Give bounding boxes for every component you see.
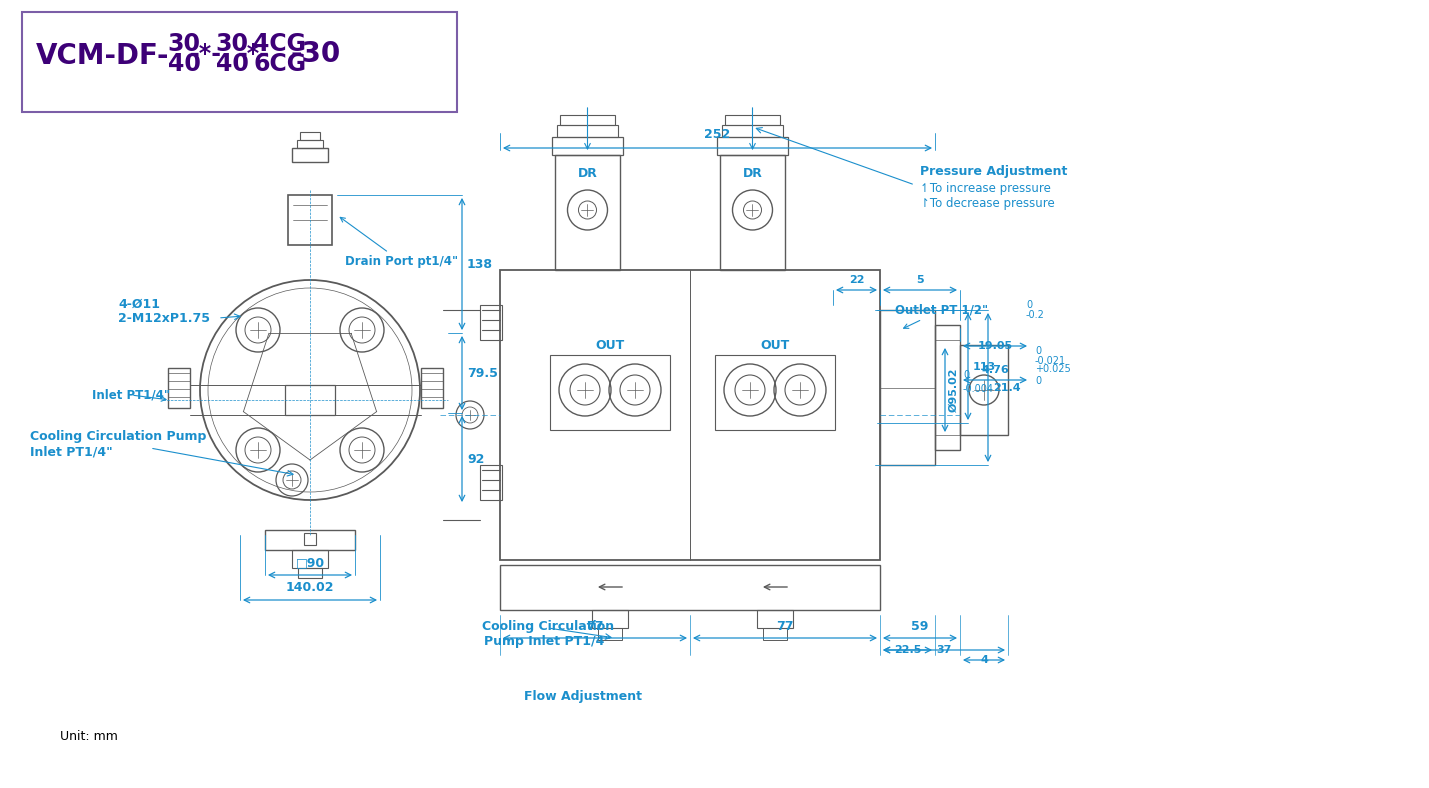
Text: 138: 138 — [467, 258, 493, 270]
Text: Drain Port pt1/4": Drain Port pt1/4" — [340, 217, 459, 269]
Bar — [297, 140, 323, 148]
Text: 19.05: 19.05 — [977, 341, 1013, 351]
Text: Inlet PT1/4": Inlet PT1/4" — [91, 388, 170, 402]
Text: -*-: -*- — [190, 42, 221, 66]
Text: 77: 77 — [586, 620, 603, 633]
Text: 4: 4 — [980, 655, 987, 665]
Text: 140.02: 140.02 — [286, 581, 334, 594]
Bar — [422, 368, 443, 408]
Text: 92: 92 — [467, 452, 484, 466]
Bar — [500, 565, 880, 610]
Text: Pump Inlet PT1/4": Pump Inlet PT1/4" — [484, 635, 612, 648]
Text: OUT: OUT — [760, 339, 790, 351]
Text: 5: 5 — [916, 275, 923, 285]
Text: Pressure Adjustment: Pressure Adjustment — [920, 165, 1067, 178]
Bar — [557, 125, 617, 137]
Bar — [722, 125, 783, 137]
Text: 4.76: 4.76 — [982, 365, 1009, 375]
Text: 30: 30 — [216, 32, 249, 56]
Bar — [597, 628, 622, 640]
Text: Flow Adjustment: Flow Adjustment — [524, 690, 642, 703]
Bar — [560, 115, 614, 125]
Text: Unit: mm: Unit: mm — [60, 730, 117, 743]
Text: Cooling Circulation Pump: Cooling Circulation Pump — [30, 430, 206, 443]
Text: 77: 77 — [776, 620, 793, 633]
Bar — [880, 310, 935, 465]
Bar — [292, 148, 329, 162]
Bar — [169, 368, 190, 408]
Text: ↿To increase pressure: ↿To increase pressure — [920, 182, 1050, 195]
Bar — [480, 305, 502, 340]
Text: 0: 0 — [1026, 300, 1032, 310]
Text: 30: 30 — [167, 32, 200, 56]
Text: Ø95.02: Ø95.02 — [949, 368, 959, 412]
Text: Outlet PT 1/2": Outlet PT 1/2" — [895, 303, 987, 329]
Text: 6CG: 6CG — [253, 52, 307, 76]
Text: 0: 0 — [963, 370, 969, 380]
Text: 40: 40 — [216, 52, 249, 76]
Bar — [300, 132, 320, 140]
Text: OUT: OUT — [596, 339, 624, 351]
Text: 252: 252 — [704, 128, 730, 141]
Bar — [264, 530, 354, 550]
Text: -30: -30 — [292, 40, 342, 68]
Bar — [757, 610, 793, 628]
Text: 21.4: 21.4 — [993, 382, 1020, 392]
Bar — [725, 115, 780, 125]
Bar — [552, 137, 623, 155]
Text: 2-M12xP1.75: 2-M12xP1.75 — [119, 312, 210, 325]
Text: VCM-DF-: VCM-DF- — [36, 42, 170, 70]
Text: 79.5: 79.5 — [467, 366, 497, 380]
Text: -0.021: -0.021 — [1035, 356, 1066, 366]
Bar — [21, 12, 457, 112]
Bar — [717, 137, 787, 155]
Bar — [292, 550, 329, 568]
Text: Inlet PT1/4": Inlet PT1/4" — [30, 445, 113, 458]
Bar — [500, 270, 880, 560]
Text: 4CG: 4CG — [253, 32, 306, 56]
Bar — [720, 155, 785, 270]
Text: Cooling Circulation: Cooling Circulation — [482, 620, 614, 633]
Text: 40: 40 — [167, 52, 200, 76]
Text: +0.025: +0.025 — [1035, 364, 1070, 374]
Text: 59: 59 — [912, 620, 929, 633]
Text: DR: DR — [577, 166, 597, 180]
Text: ↾To decrease pressure: ↾To decrease pressure — [920, 197, 1055, 210]
Text: 0: 0 — [1035, 346, 1042, 356]
Bar — [289, 195, 332, 245]
Text: □90: □90 — [296, 556, 324, 569]
Bar — [480, 465, 502, 500]
Bar — [284, 385, 334, 415]
Bar — [299, 568, 322, 578]
Bar — [304, 533, 316, 545]
Bar — [592, 610, 627, 628]
Text: -0.004: -0.004 — [963, 384, 995, 394]
Bar — [960, 345, 1007, 435]
Text: DR: DR — [743, 166, 763, 180]
Bar — [763, 628, 787, 640]
Bar — [714, 355, 835, 430]
Text: 0: 0 — [1035, 376, 1042, 386]
Bar — [935, 325, 960, 450]
Bar — [554, 155, 620, 270]
Text: -0.2: -0.2 — [1026, 310, 1045, 320]
Text: -*-: -*- — [239, 42, 270, 66]
Text: 22: 22 — [849, 275, 865, 285]
Bar — [550, 355, 670, 430]
Text: 22.5: 22.5 — [893, 645, 922, 655]
Text: 4-Ø11: 4-Ø11 — [119, 298, 160, 311]
Text: 37: 37 — [936, 645, 952, 655]
Text: 113: 113 — [973, 362, 996, 371]
